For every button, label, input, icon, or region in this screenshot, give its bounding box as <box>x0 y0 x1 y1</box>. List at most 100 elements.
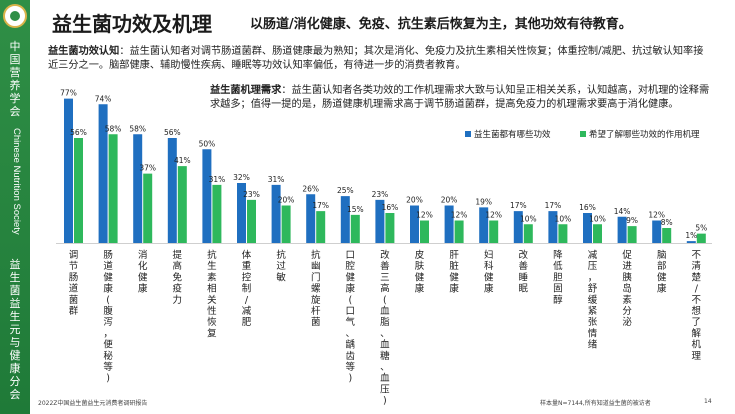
value-label-mechanism-16: 9% <box>626 216 638 225</box>
value-label-mechanism-17: 8% <box>661 218 673 227</box>
bar-mechanism-1 <box>108 134 118 243</box>
mechanism-paragraph: 益生菌机理需求：益生菌认知者各类功效的工作机理需求大致与认知呈正相关关系，认知越… <box>210 84 713 112</box>
bar-awareness-14 <box>548 211 558 243</box>
mechanism-lead: 益生菌机理需求 <box>210 85 282 96</box>
bar-awareness-8 <box>340 196 350 243</box>
value-label-awareness-18: 1% <box>685 231 697 240</box>
bar-mechanism-12 <box>489 220 499 243</box>
value-label-awareness-13: 17% <box>510 201 527 210</box>
value-label-mechanism-11: 12% <box>451 211 468 220</box>
value-label-mechanism-6: 20% <box>278 196 295 205</box>
bar-mechanism-10 <box>420 220 429 243</box>
bar-mechanism-3 <box>177 166 187 243</box>
bar-awareness-3 <box>167 138 177 243</box>
category-label-3: 提高免疫力 <box>173 249 183 306</box>
category-label-4: 抗生素相关性恢复 <box>207 249 217 339</box>
bar-mechanism-7 <box>316 211 326 243</box>
bar-mechanism-5 <box>247 199 256 243</box>
value-label-awareness-5: 32% <box>233 173 250 182</box>
bar-awareness-4 <box>202 149 212 243</box>
bar-awareness-11 <box>444 205 454 243</box>
bar-mechanism-18 <box>696 233 706 243</box>
bar-mechanism-4 <box>212 184 222 243</box>
value-label-mechanism-0: 56% <box>70 128 87 137</box>
bar-awareness-10 <box>410 205 419 243</box>
category-label-16: 促进胰岛素分泌 <box>622 249 632 328</box>
category-label-11: 肝脏健康 <box>449 250 459 295</box>
bar-awareness-7 <box>306 194 316 243</box>
category-label-17: 脑部健康 <box>657 249 667 295</box>
bar-awareness-9 <box>375 199 385 243</box>
value-label-mechanism-2: 37% <box>139 164 156 173</box>
bar-mechanism-14 <box>558 224 568 243</box>
legend-swatch-mechanism <box>580 131 586 137</box>
legend-label-awareness: 益生菌都有哪些功效 <box>474 130 551 140</box>
footer-sample-note: 样本量N=7144,所有知道益生菌的被访者 <box>540 400 651 407</box>
awareness-text: ：益生菌认知者对调节肠道菌群、肠道健康最为熟知；其次是消化、免疫力及抗生素相关性… <box>48 46 704 71</box>
value-label-awareness-7: 26% <box>302 184 319 193</box>
bar-mechanism-15 <box>593 224 602 243</box>
bar-mechanism-2 <box>143 173 153 243</box>
bar-mechanism-16 <box>627 226 637 243</box>
bar-mechanism-6 <box>281 205 291 243</box>
sidebar-org-name: 中国营养学会 <box>9 40 21 118</box>
bar-mechanism-13 <box>523 224 533 243</box>
category-label-13: 改善睡眠 <box>519 249 529 295</box>
legend-swatch-awareness <box>465 131 471 137</box>
bar-awareness-0 <box>64 98 73 243</box>
value-label-awareness-6: 31% <box>268 175 285 184</box>
category-label-18: 不清楚/不想了解机理 <box>692 250 702 362</box>
value-label-mechanism-13: 10% <box>520 214 537 223</box>
society-logo-icon <box>3 4 27 28</box>
value-label-awareness-10: 20% <box>406 196 423 205</box>
mechanism-text: ：益生菌认知者各类功效的工作机理需求大致与认知呈正相关关系，认知越高，对机理的诠… <box>210 85 710 110</box>
page-number: 14 <box>704 398 712 405</box>
value-label-awareness-3: 56% <box>164 128 181 137</box>
value-label-awareness-14: 17% <box>545 201 562 210</box>
legend-label-mechanism: 希望了解哪些功效的作用机理 <box>589 130 700 140</box>
value-label-awareness-0: 77% <box>60 89 77 98</box>
category-label-15: 减压，舒缓紧张情绪 <box>588 249 598 351</box>
bar-mechanism-17 <box>662 228 672 243</box>
category-label-9: 改善三高(血脂、血糖、血压) <box>380 249 390 407</box>
category-label-7: 抗幽门螺旋杆菌 <box>311 249 321 328</box>
bar-awareness-15 <box>583 213 592 243</box>
awareness-lead: 益生菌功效认知 <box>48 46 120 57</box>
page-subtitle: 以肠道/消化健康、免疫、抗生素后恢复为主，其他功效有待教育。 <box>250 17 632 32</box>
category-label-5: 体重控制/减肥 <box>242 249 252 328</box>
sidebar-org-english: Chinese Nutrition Society <box>11 128 22 235</box>
value-label-awareness-4: 50% <box>199 139 216 148</box>
value-label-awareness-12: 19% <box>475 197 492 206</box>
value-label-mechanism-18: 5% <box>695 224 707 233</box>
value-label-awareness-8: 25% <box>337 186 354 195</box>
bar-awareness-6 <box>271 184 281 243</box>
value-label-awareness-17: 12% <box>648 211 665 220</box>
category-label-12: 妇科健康 <box>484 249 494 295</box>
value-label-mechanism-7: 17% <box>312 201 329 210</box>
value-label-mechanism-8: 15% <box>347 205 364 214</box>
category-label-14: 降低胆固醇 <box>553 249 563 306</box>
value-label-mechanism-14: 10% <box>555 214 572 223</box>
bar-awareness-12 <box>479 207 489 243</box>
category-label-1: 肠道健康(腹泻，便秘等) <box>103 250 113 384</box>
bar-awareness-16 <box>617 216 627 243</box>
legend-item-awareness: 益生菌都有哪些功效 <box>465 128 551 140</box>
value-label-mechanism-3: 41% <box>174 156 191 165</box>
sidebar-branch-name: 益生菌益生元与健康分会 <box>9 258 21 401</box>
sidebar: 中国营养学会 Chinese Nutrition Society 益生菌益生元与… <box>0 0 30 414</box>
category-label-10: 皮肤健康 <box>415 249 425 295</box>
awareness-paragraph: 益生菌功效认知：益生菌认知者对调节肠道菌群、肠道健康最为熟知；其次是消化、免疫力… <box>48 45 713 73</box>
bar-awareness-17 <box>652 220 662 243</box>
category-label-8: 口腔健康(口气、龋齿等) <box>346 250 356 384</box>
value-label-awareness-1: 74% <box>95 94 112 103</box>
category-label-2: 消化健康 <box>138 249 148 295</box>
bar-mechanism-8 <box>350 214 360 243</box>
bar-awareness-18 <box>686 241 696 243</box>
bar-awareness-2 <box>133 134 143 243</box>
value-label-mechanism-5: 23% <box>243 190 260 199</box>
value-label-awareness-15: 16% <box>579 203 596 212</box>
value-label-awareness-9: 23% <box>372 190 389 199</box>
value-label-mechanism-10: 12% <box>416 211 433 220</box>
bar-awareness-5 <box>237 183 246 243</box>
value-label-mechanism-1: 58% <box>105 124 122 133</box>
